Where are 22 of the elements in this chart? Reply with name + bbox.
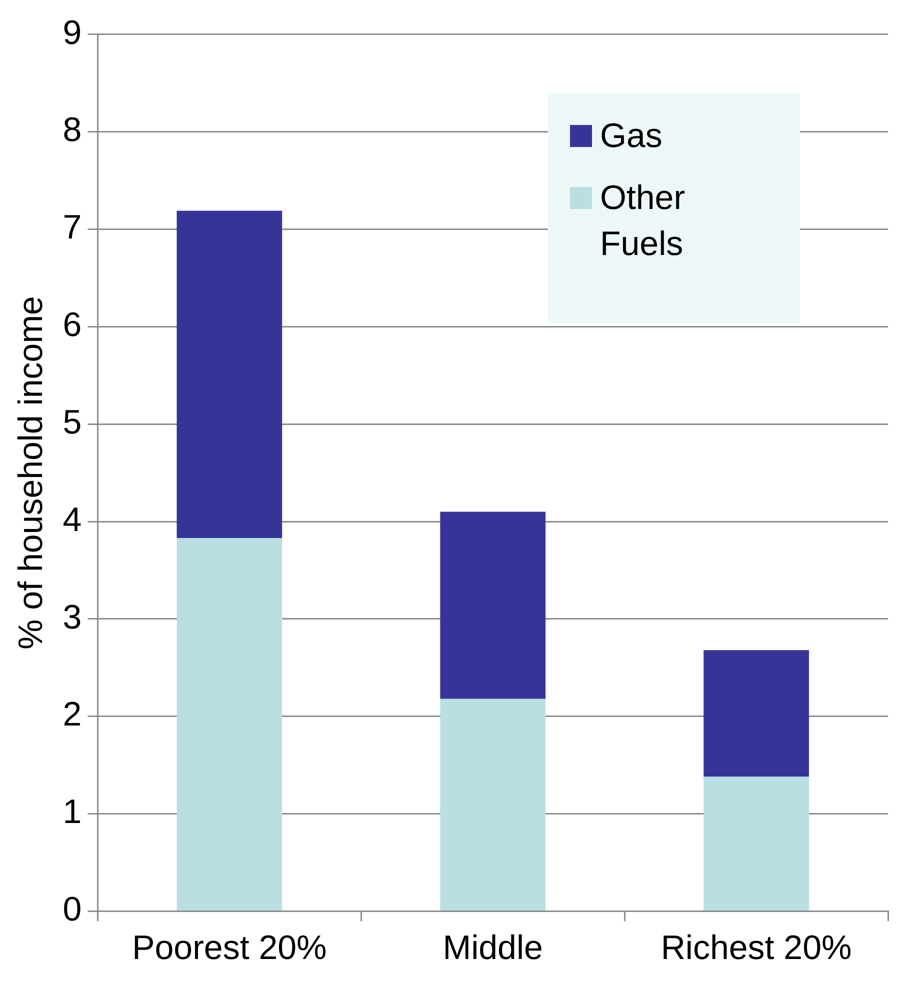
y-tick-label: 1	[62, 793, 82, 832]
bar	[176, 538, 282, 910]
y-tick-label: 5	[62, 403, 82, 442]
x-tick-label: Richest 20%	[660, 928, 852, 967]
y-tick-label: 8	[62, 111, 82, 150]
y-tick-label: 4	[62, 500, 82, 539]
y-tick-label: 0	[62, 890, 82, 929]
legend-label: Other Fuels	[600, 178, 686, 265]
y-axis-title: % of household income	[12, 296, 50, 650]
bar	[176, 210, 282, 538]
y-tick-label: 2	[62, 696, 82, 734]
legend-label: Gas	[600, 116, 662, 157]
bar	[704, 776, 809, 910]
y-tick-label: 6	[62, 306, 82, 344]
x-tick-label: Middle	[442, 928, 543, 967]
y-tick-label: 7	[62, 208, 82, 247]
bar	[704, 650, 809, 777]
y-tick-label: 9	[62, 14, 82, 52]
x-tick-label: Poorest 20%	[132, 928, 327, 967]
bar	[440, 698, 546, 910]
bar	[440, 512, 546, 699]
y-tick-label: 3	[62, 598, 82, 636]
